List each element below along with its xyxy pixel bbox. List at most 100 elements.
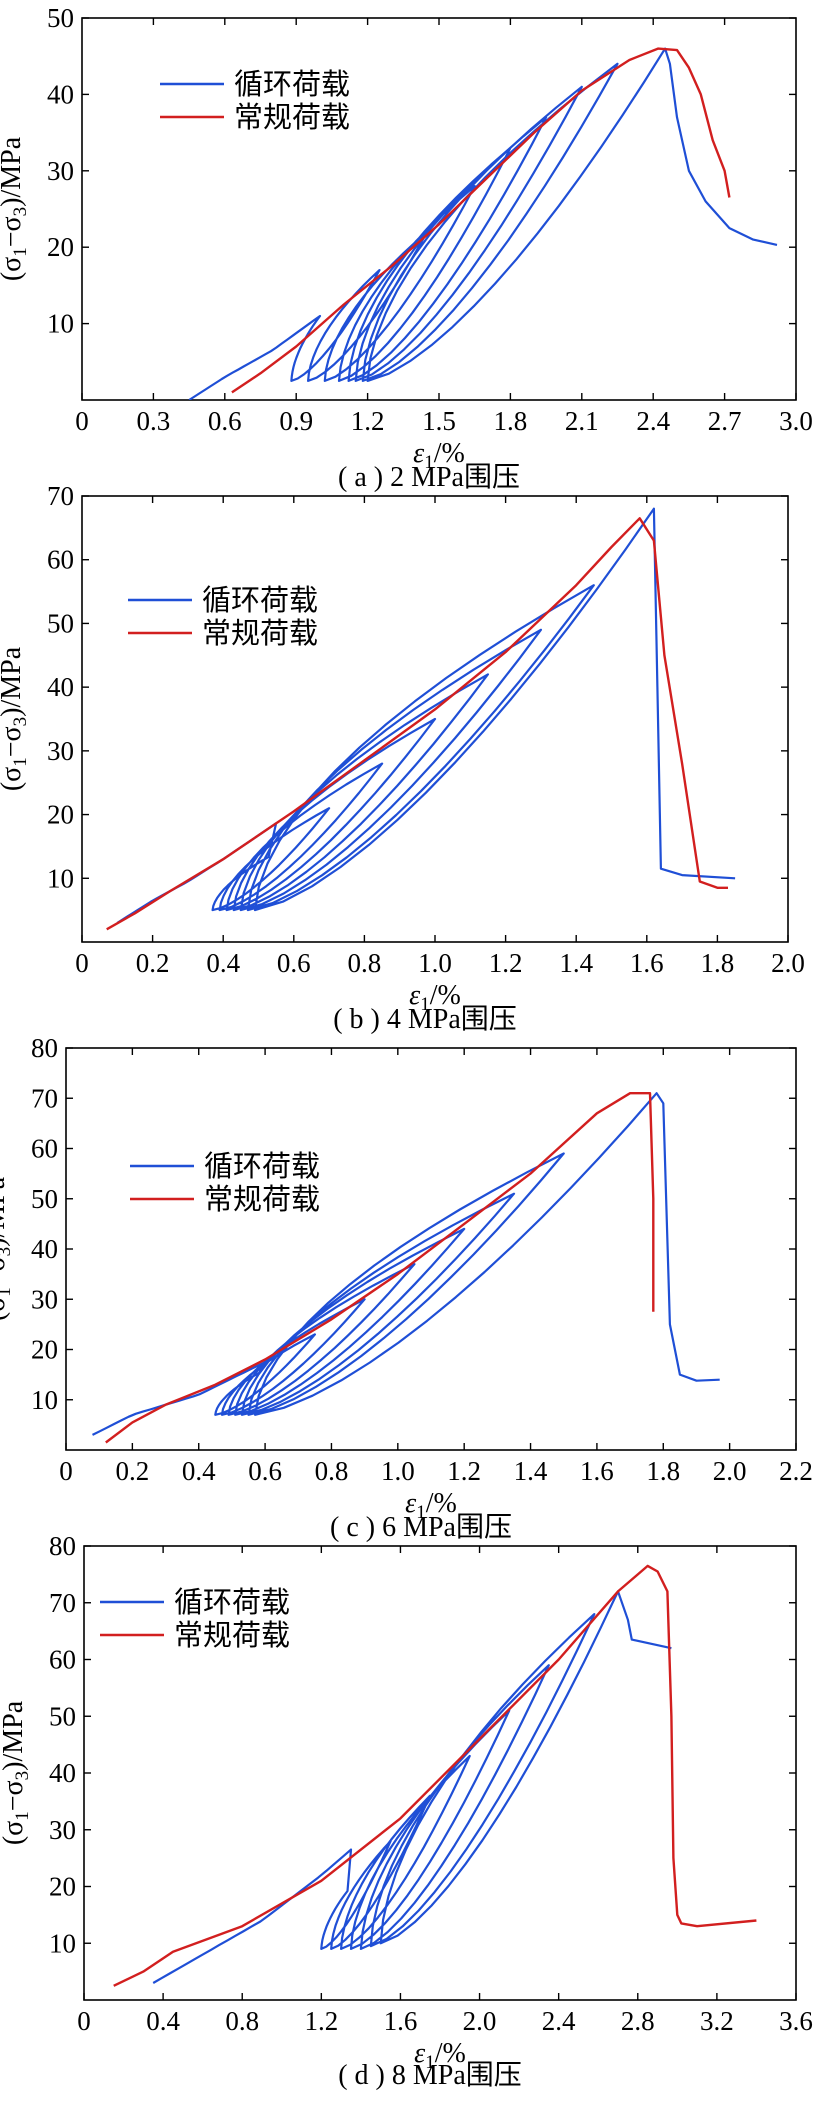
plot-area xyxy=(113,1564,757,1987)
y-tick-label: 10 xyxy=(49,1928,76,1958)
x-tick-label: 2.4 xyxy=(542,2006,576,2036)
series-conventional-loading-line xyxy=(105,1092,655,1444)
x-tick-label: 0 xyxy=(77,2006,91,2036)
x-tick-label: 1.6 xyxy=(580,1456,614,1486)
legend-label: 常规荷载 xyxy=(234,100,350,134)
x-tick-label: 1.0 xyxy=(381,1456,415,1486)
series-cyclic-loading-line xyxy=(188,47,778,400)
x-tick-label: 0.4 xyxy=(146,2006,180,2036)
x-tick-label: 1.2 xyxy=(304,2006,338,2036)
x-tick-label: 1.6 xyxy=(384,2006,418,2036)
y-tick-label: 40 xyxy=(49,1758,76,1788)
x-tick-label: 0.4 xyxy=(206,948,240,978)
series-conventional-loading-line xyxy=(231,47,731,394)
x-tick-label: 1.8 xyxy=(646,1456,680,1486)
x-tick-label: 2.1 xyxy=(565,406,599,436)
series-conventional-loading-line xyxy=(113,1564,757,1987)
x-tick-label: 1.5 xyxy=(422,406,456,436)
x-tick-label: 0.8 xyxy=(348,948,382,978)
legend-label: 循环荷载 xyxy=(174,1585,290,1619)
x-tick-label: 0.2 xyxy=(136,948,170,978)
y-tick-label: 10 xyxy=(31,1385,58,1415)
x-axis-title: ε1/% xyxy=(409,980,461,1015)
x-tick-label: 0.9 xyxy=(279,406,313,436)
y-tick-label: 60 xyxy=(49,1645,76,1675)
y-axis-title: (σ1−σ3)/MPa xyxy=(0,1176,15,1321)
y-tick-label: 20 xyxy=(31,1335,58,1365)
legend-label: 常规荷载 xyxy=(174,1618,290,1652)
x-tick-label: 2.4 xyxy=(636,406,670,436)
x-tick-label: 1.8 xyxy=(701,948,735,978)
y-tick-label: 70 xyxy=(49,1588,76,1618)
y-tick-label: 20 xyxy=(47,232,74,262)
y-tick-label: 30 xyxy=(49,1815,76,1845)
x-tick-label: 0.6 xyxy=(248,1456,282,1486)
y-tick-label: 30 xyxy=(47,156,74,186)
plot-frame xyxy=(81,17,797,401)
x-tick-label: 0 xyxy=(59,1456,73,1486)
x-tick-label: 0.4 xyxy=(182,1456,216,1486)
series-cyclic-loading-line xyxy=(152,1590,672,1984)
plot-area xyxy=(106,507,736,931)
y-axis-title: (σ1−σ3)/MPa xyxy=(0,646,31,791)
y-tick-label: 40 xyxy=(31,1234,58,1264)
plot-area xyxy=(92,1092,720,1444)
x-tick-label: 3.0 xyxy=(779,406,813,436)
x-tick-label: 0.6 xyxy=(277,948,311,978)
chart-4: 0 0.4 0.8 1.2 1.6 2.0 2.4 2.8 3.2 3.6 10 20 30 40 50 60… xyxy=(0,1531,813,2091)
chart-2: 0 0.2 0.4 0.6 0.8 1.0 1.2 1.4 1.6 1.8 2.0 10 20 30 40 5… xyxy=(0,481,805,1035)
y-axis-title: (σ1−σ3)/MPa xyxy=(0,136,31,281)
y-tick-label: 20 xyxy=(47,800,74,830)
y-tick-label: 30 xyxy=(47,736,74,766)
y-tick-label: 50 xyxy=(47,608,74,638)
legend-label: 常规荷载 xyxy=(202,616,318,650)
y-tick-label: 50 xyxy=(47,3,74,33)
x-axis-title: ε1/% xyxy=(414,2038,466,2073)
legend-label: 循环荷载 xyxy=(234,67,350,101)
y-tick-label: 20 xyxy=(49,1872,76,1902)
x-tick-label: 3.2 xyxy=(700,2006,734,2036)
x-tick-label: 1.6 xyxy=(630,948,664,978)
x-tick-label: 1.2 xyxy=(351,406,385,436)
x-tick-label: 0 xyxy=(75,406,89,436)
y-tick-label: 30 xyxy=(31,1284,58,1314)
y-tick-label: 10 xyxy=(47,309,74,339)
y-tick-label: 70 xyxy=(31,1083,58,1113)
x-tick-label: 0.6 xyxy=(208,406,242,436)
x-tick-label: 1.0 xyxy=(418,948,452,978)
series-conventional-loading-line xyxy=(106,517,728,931)
y-tick-label: 50 xyxy=(49,1701,76,1731)
chart-caption: ( b ) 4 MPa围压 xyxy=(333,1004,517,1035)
y-tick-label: 40 xyxy=(47,672,74,702)
y-tick-label: 50 xyxy=(31,1184,58,1214)
x-tick-label: 0.8 xyxy=(315,1456,349,1486)
x-tick-label: 1.2 xyxy=(447,1456,481,1486)
x-tick-label: 0.2 xyxy=(115,1456,149,1486)
y-tick-label: 80 xyxy=(49,1531,76,1561)
x-tick-label: 1.4 xyxy=(514,1456,548,1486)
legend-label: 常规荷载 xyxy=(204,1182,320,1216)
x-axis-title: ε1/% xyxy=(413,438,465,473)
y-tick-label: 60 xyxy=(31,1134,58,1164)
chart-caption: ( d ) 8 MPa围压 xyxy=(338,2060,522,2091)
x-tick-label: 0.3 xyxy=(137,406,171,436)
x-tick-label: 2.0 xyxy=(771,948,805,978)
chart-3: 0 0.2 0.4 0.6 0.8 1.0 1.2 1.4 1.6 1.8 2.0 2.2 10 20 30… xyxy=(0,1033,813,1543)
x-tick-label: 1.2 xyxy=(489,948,523,978)
y-tick-label: 40 xyxy=(47,79,74,109)
legend-label: 循环荷载 xyxy=(204,1149,320,1183)
y-axis-title: (σ1−σ3)/MPa xyxy=(0,1700,33,1845)
y-tick-label: 80 xyxy=(31,1033,58,1063)
x-tick-label: 1.8 xyxy=(494,406,528,436)
x-tick-label: 0.8 xyxy=(225,2006,259,2036)
plot-area xyxy=(188,47,778,400)
chart-caption: ( a ) 2 MPa围压 xyxy=(338,462,520,493)
y-tick-label: 70 xyxy=(47,481,74,511)
x-tick-label: 1.4 xyxy=(559,948,593,978)
series-cyclic-loading-line xyxy=(92,1092,720,1436)
